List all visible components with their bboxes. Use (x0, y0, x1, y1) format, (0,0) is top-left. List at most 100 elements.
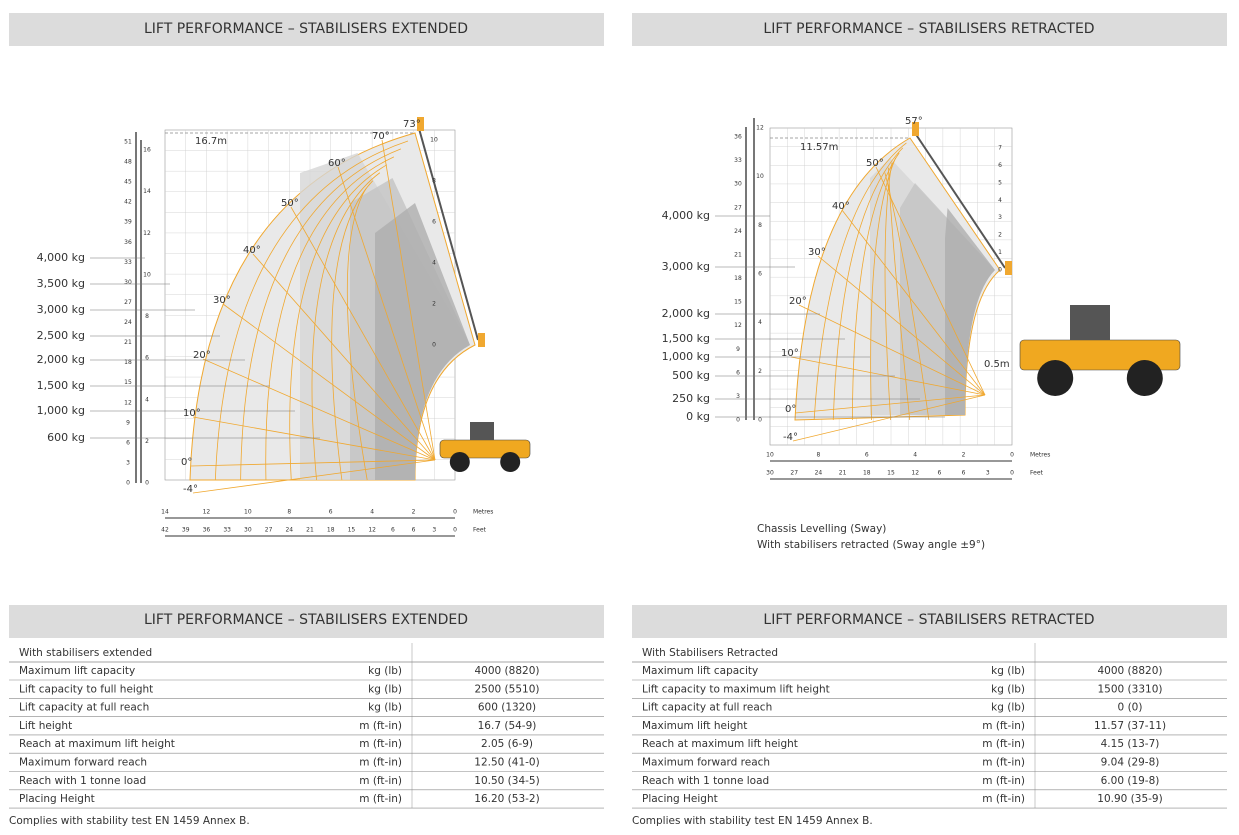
axis-label: 15 (887, 470, 895, 477)
angle-label: 57° (905, 116, 923, 127)
boom-angle-line (817, 255, 986, 396)
header-bar (632, 13, 1227, 46)
row-unit: kg (lb) (991, 702, 1025, 714)
scale-label: 10 (756, 173, 764, 180)
scale-label: 6 (998, 162, 1002, 169)
load-label: 1,000 kg (37, 404, 85, 417)
axis-label: 21 (306, 527, 314, 534)
row-value: 16.20 (53-2) (474, 793, 539, 805)
axis-label: 0 (1010, 470, 1014, 477)
axis-label: 33 (223, 527, 231, 534)
scale-label: 3 (998, 214, 1002, 221)
scale-label: 18 (124, 359, 132, 366)
angle-label: -4° (183, 484, 198, 495)
angle-label: 30° (808, 247, 826, 258)
scale-label: 24 (734, 228, 742, 235)
angle-label: -4° (783, 432, 798, 443)
scale-label: 0 (432, 342, 436, 349)
scale-label: 6 (145, 355, 149, 362)
row-unit: m (ft-in) (982, 793, 1025, 805)
axis-label: 10 (244, 509, 252, 516)
chart-heading: LIFT PERFORMANCE – STABILISERS EXTENDED (144, 21, 468, 37)
row-unit: m (ft-in) (359, 793, 402, 805)
row-label: Lift capacity to maximum lift height (642, 683, 830, 695)
footnote: Complies with stability test EN 1459 Ann… (9, 815, 250, 827)
row-label: Lift height (19, 720, 72, 732)
axis-label: 36 (203, 527, 211, 534)
angle-label: 20° (789, 296, 807, 307)
axis-label: 2 (962, 452, 966, 459)
table-heading: LIFT PERFORMANCE – STABILISERS RETRACTED (763, 612, 1094, 628)
scale-label: 10 (430, 137, 438, 144)
scale-label: 30 (124, 279, 132, 286)
axis-label: 0 (453, 509, 457, 516)
load-label: 2,500 kg (37, 329, 85, 342)
angle-label: 40° (832, 201, 850, 212)
axis-label: 27 (265, 527, 273, 534)
scale-label: 5 (998, 179, 1002, 186)
axis-label: 3 (986, 470, 990, 477)
load-label: 3,000 kg (662, 260, 710, 273)
row-value: 11.57 (37-11) (1094, 720, 1166, 732)
scale-label: 39 (124, 219, 132, 226)
scale-label: 8 (432, 178, 436, 185)
row-label: Lift capacity at full reach (19, 702, 149, 714)
header-bar (632, 605, 1227, 638)
row-label: Reach at maximum lift height (642, 738, 798, 750)
scale-label: 4 (758, 319, 762, 326)
row-unit: kg (lb) (991, 665, 1025, 677)
axis-label: 0 (1010, 452, 1014, 459)
axis-label: 2 (412, 509, 416, 516)
boom-angle-line (192, 416, 436, 461)
axis-label: 12 (203, 509, 211, 516)
axis-label: 42 (161, 527, 169, 534)
scale-label: 0 (998, 267, 1002, 274)
row-unit: m (ft-in) (982, 738, 1025, 750)
angle-label: 30° (213, 295, 231, 306)
reach-arc (832, 147, 904, 421)
scale-label: 3 (736, 393, 740, 400)
row-value: 2.05 (6-9) (481, 738, 533, 750)
row-value: 4000 (8820) (1098, 665, 1163, 677)
axis-label: 4 (913, 452, 917, 459)
axis-label: 24 (815, 470, 823, 477)
row-unit: m (ft-in) (359, 775, 402, 787)
boom-angle-line (290, 206, 436, 461)
row-value: 12.50 (41-0) (474, 757, 539, 769)
machine-cab (470, 422, 494, 440)
axis-unit: Feet (473, 527, 487, 534)
row-value: 1500 (3310) (1098, 683, 1163, 695)
axis-label: 24 (285, 527, 293, 534)
row-unit: m (ft-in) (359, 738, 402, 750)
scale-label: 6 (126, 439, 130, 446)
row-value: 10.50 (34-5) (474, 775, 539, 787)
table-header: With stabilisers extended (19, 647, 152, 659)
scale-label: 6 (736, 369, 740, 376)
scale-label: 2 (758, 368, 762, 375)
scale-label: 4 (998, 197, 1002, 204)
axis-label: 10 (766, 452, 774, 459)
scale-label: 12 (756, 125, 764, 132)
angle-label: 10° (781, 348, 799, 359)
angle-label: 50° (866, 158, 884, 169)
axis-label: 6 (937, 470, 941, 477)
reach-arc (214, 140, 409, 481)
row-label: Placing Height (19, 793, 95, 805)
scale-label: 12 (124, 399, 132, 406)
row-value: 600 (1320) (478, 702, 536, 714)
row-unit: kg (lb) (368, 683, 402, 695)
axis-label: 3 (432, 527, 436, 534)
axis-label: 14 (161, 509, 169, 516)
scale-label: 21 (124, 339, 132, 346)
scale-label: 15 (124, 379, 132, 386)
scale-label: 6 (432, 219, 436, 226)
scale-label: 33 (734, 157, 742, 164)
axis-label: 12 (911, 470, 919, 477)
scale-label: 2 (998, 232, 1002, 239)
wheel (500, 452, 521, 472)
axis-label: 18 (327, 527, 335, 534)
load-label: 1,000 kg (662, 350, 710, 363)
scale-label: 14 (143, 188, 151, 195)
axis-label: 6 (962, 470, 966, 477)
scale-label: 6 (758, 271, 762, 278)
